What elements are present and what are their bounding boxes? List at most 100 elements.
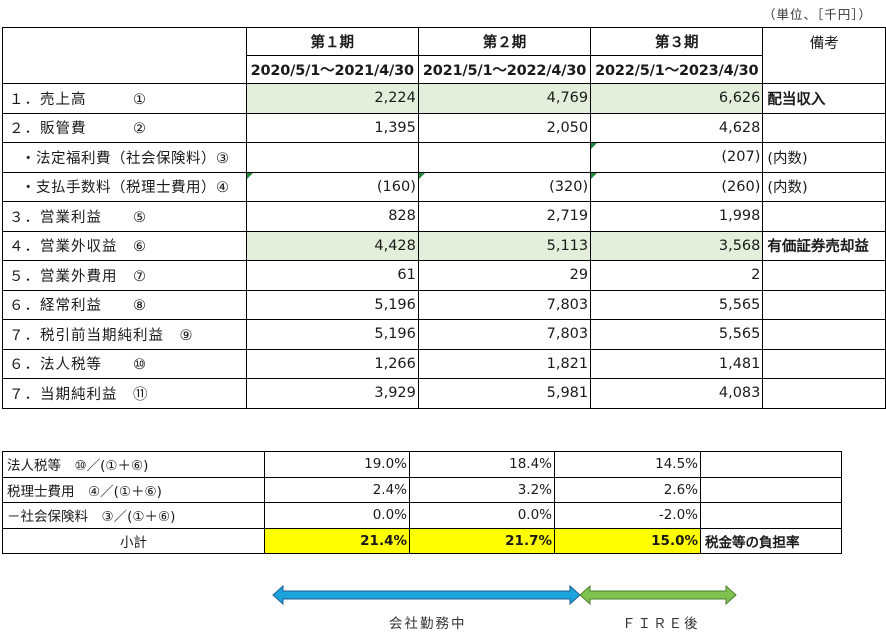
value-cell: 6,626 (590, 83, 764, 114)
row-label: ・法定福利費（社会保険料）③ (2, 142, 247, 173)
value-cell: 61 (245, 260, 419, 291)
memo-header: 備考 (762, 27, 886, 84)
ratio-label: －社会保険料 ③／(①＋⑥) (2, 502, 265, 529)
ratio-cell: 0.0% (264, 502, 410, 529)
row-label: ２．販管費 ② (2, 112, 247, 143)
memo-cell (762, 289, 886, 320)
table-row: ・法定福利費（社会保険料）③ (207) (内数) (2, 142, 886, 173)
value-cell: 4,628 (590, 112, 764, 143)
ratio-cell: 19.0% (264, 451, 410, 478)
period-1-dates: 2020/5/1～2021/4/30 (245, 55, 419, 84)
ratio-label: 法人税等 ⑩／(①＋⑥) (2, 451, 265, 478)
table-row: １．売上高 ① 2,224 4,769 6,626 配当収入 (2, 83, 886, 114)
memo-cell: 配当収入 (762, 83, 886, 114)
fire-period-arrow (579, 584, 737, 606)
value-cell: 5,565 (590, 319, 764, 350)
value-cell: 5,196 (245, 319, 419, 350)
value-cell: 2,050 (417, 112, 592, 143)
value-cell: 4,769 (417, 83, 592, 114)
value-cell (245, 142, 419, 173)
table-row: －社会保険料 ③／(①＋⑥) 0.0% 0.0% -2.0% (2, 502, 842, 529)
subtotal-cell: 15.0% (554, 527, 701, 554)
header-blank-cell (2, 27, 247, 84)
row-label: ・支払手数料（税理士費用）④ (2, 171, 247, 202)
ratio-cell: 2.6% (554, 476, 701, 503)
value-cell: 5,565 (590, 289, 764, 320)
subtotal-cell: 21.7% (409, 527, 555, 554)
unit-note: （単位、［千円］） (762, 7, 872, 22)
table-row: ４．営業外収益 ⑥ 4,428 5,113 3,568 有価証券売却益 (2, 230, 886, 261)
subtotal-row: 小計 21.4% 21.7% 15.0% 税金等の負担率 (2, 527, 842, 554)
memo-cell (762, 201, 886, 232)
row-label: ５．営業外費用 ⑦ (2, 260, 247, 291)
memo-cell (700, 476, 842, 503)
memo-cell (700, 502, 842, 529)
row-label: ３．営業利益 ⑤ (2, 201, 247, 232)
memo-cell (700, 451, 842, 478)
row-label: ６．法人税等 ⑩ (2, 348, 247, 379)
value-cell: 2 (590, 260, 764, 291)
table-row: ６．法人税等 ⑩ 1,266 1,821 1,481 (2, 348, 886, 379)
memo-cell (762, 112, 886, 143)
period-3-dates: 2022/5/1～2023/4/30 (590, 55, 764, 84)
table-row: ２．販管費 ② 1,395 2,050 4,628 (2, 112, 886, 143)
memo-cell: 税金等の負担率 (700, 527, 842, 554)
value-cell: 7,803 (417, 319, 592, 350)
value-cell: (160) (245, 171, 419, 202)
table-row: ７．税引前当期純利益 ⑨ 5,196 7,803 5,565 (2, 319, 886, 350)
value-cell: (320) (417, 171, 592, 202)
ratio-cell: -2.0% (554, 502, 701, 529)
value-cell: 1,481 (590, 348, 764, 379)
table-row: ３．営業利益 ⑤ 828 2,719 1,998 (2, 201, 886, 232)
ratio-cell: 0.0% (409, 502, 555, 529)
table-row: ７．当期純利益 ⑪ 3,929 5,981 4,083 (2, 378, 886, 409)
value-cell: (207) (590, 142, 764, 173)
memo-cell (762, 348, 886, 379)
value-cell: 3,568 (590, 230, 764, 261)
memo-cell: 有価証券売却益 (762, 230, 886, 261)
value-cell: 5,113 (417, 230, 592, 261)
row-label: ７．当期純利益 ⑪ (2, 378, 247, 409)
value-cell: 1,998 (590, 201, 764, 232)
ratio-cell: 18.4% (409, 451, 555, 478)
value-cell: 4,083 (590, 378, 764, 409)
period-2-dates: 2021/5/1～2022/4/30 (417, 55, 592, 84)
header-date-row: 2020/5/1～2021/4/30 2021/5/1～2022/4/30 20… (3, 55, 886, 84)
ratio-label: 税理士費用 ④／(①＋⑥) (2, 476, 265, 503)
value-cell: 5,196 (245, 289, 419, 320)
period-2-header: 第２期 (417, 27, 592, 56)
period-3-header: 第３期 (590, 27, 764, 56)
ratio-cell: 2.4% (264, 476, 410, 503)
memo-cell (762, 319, 886, 350)
memo-cell (762, 378, 886, 409)
ratio-cell: 14.5% (554, 451, 701, 478)
table-row: ５．営業外費用 ⑦ 61 29 2 (2, 260, 886, 291)
table-row: 法人税等 ⑩／(①＋⑥) 19.0% 18.4% 14.5% (2, 451, 842, 478)
memo-cell: (内数) (762, 142, 886, 173)
subtotal-label: 小計 (2, 527, 265, 554)
value-cell: 828 (245, 201, 419, 232)
value-cell: 2,719 (417, 201, 592, 232)
value-cell: 1,821 (417, 348, 592, 379)
ratio-cell: 3.2% (409, 476, 555, 503)
table-row: ６．経常利益 ⑧ 5,196 7,803 5,565 (2, 289, 886, 320)
value-cell: 1,266 (245, 348, 419, 379)
row-label: ４．営業外収益 ⑥ (2, 230, 247, 261)
table-row: ・支払手数料（税理士費用）④ (160) (320) (260) (内数) (2, 171, 886, 202)
value-cell: 3,929 (245, 378, 419, 409)
memo-cell: (内数) (762, 171, 886, 202)
value-cell (417, 142, 592, 173)
working-period-arrow (272, 584, 581, 606)
value-cell: 5,981 (417, 378, 592, 409)
value-cell: 4,428 (245, 230, 419, 261)
header-period-row: 第１期 第２期 第３期 備考 (2, 27, 886, 84)
value-cell: 2,224 (245, 83, 419, 114)
subtotal-cell: 21.4% (264, 527, 410, 554)
row-label: ６．経常利益 ⑧ (2, 289, 247, 320)
income-statement-table: 第１期 第２期 第３期 備考 2020/5/1～2021/4/30 2021/5… (2, 27, 886, 409)
period-1-header: 第１期 (245, 27, 419, 56)
row-label: ７．税引前当期純利益 ⑨ (2, 319, 247, 350)
working-period-label: 会社勤務中 (389, 616, 467, 632)
fire-period-label: ＦＩＲＥ後 (622, 616, 700, 632)
row-label: １．売上高 ① (2, 83, 247, 114)
